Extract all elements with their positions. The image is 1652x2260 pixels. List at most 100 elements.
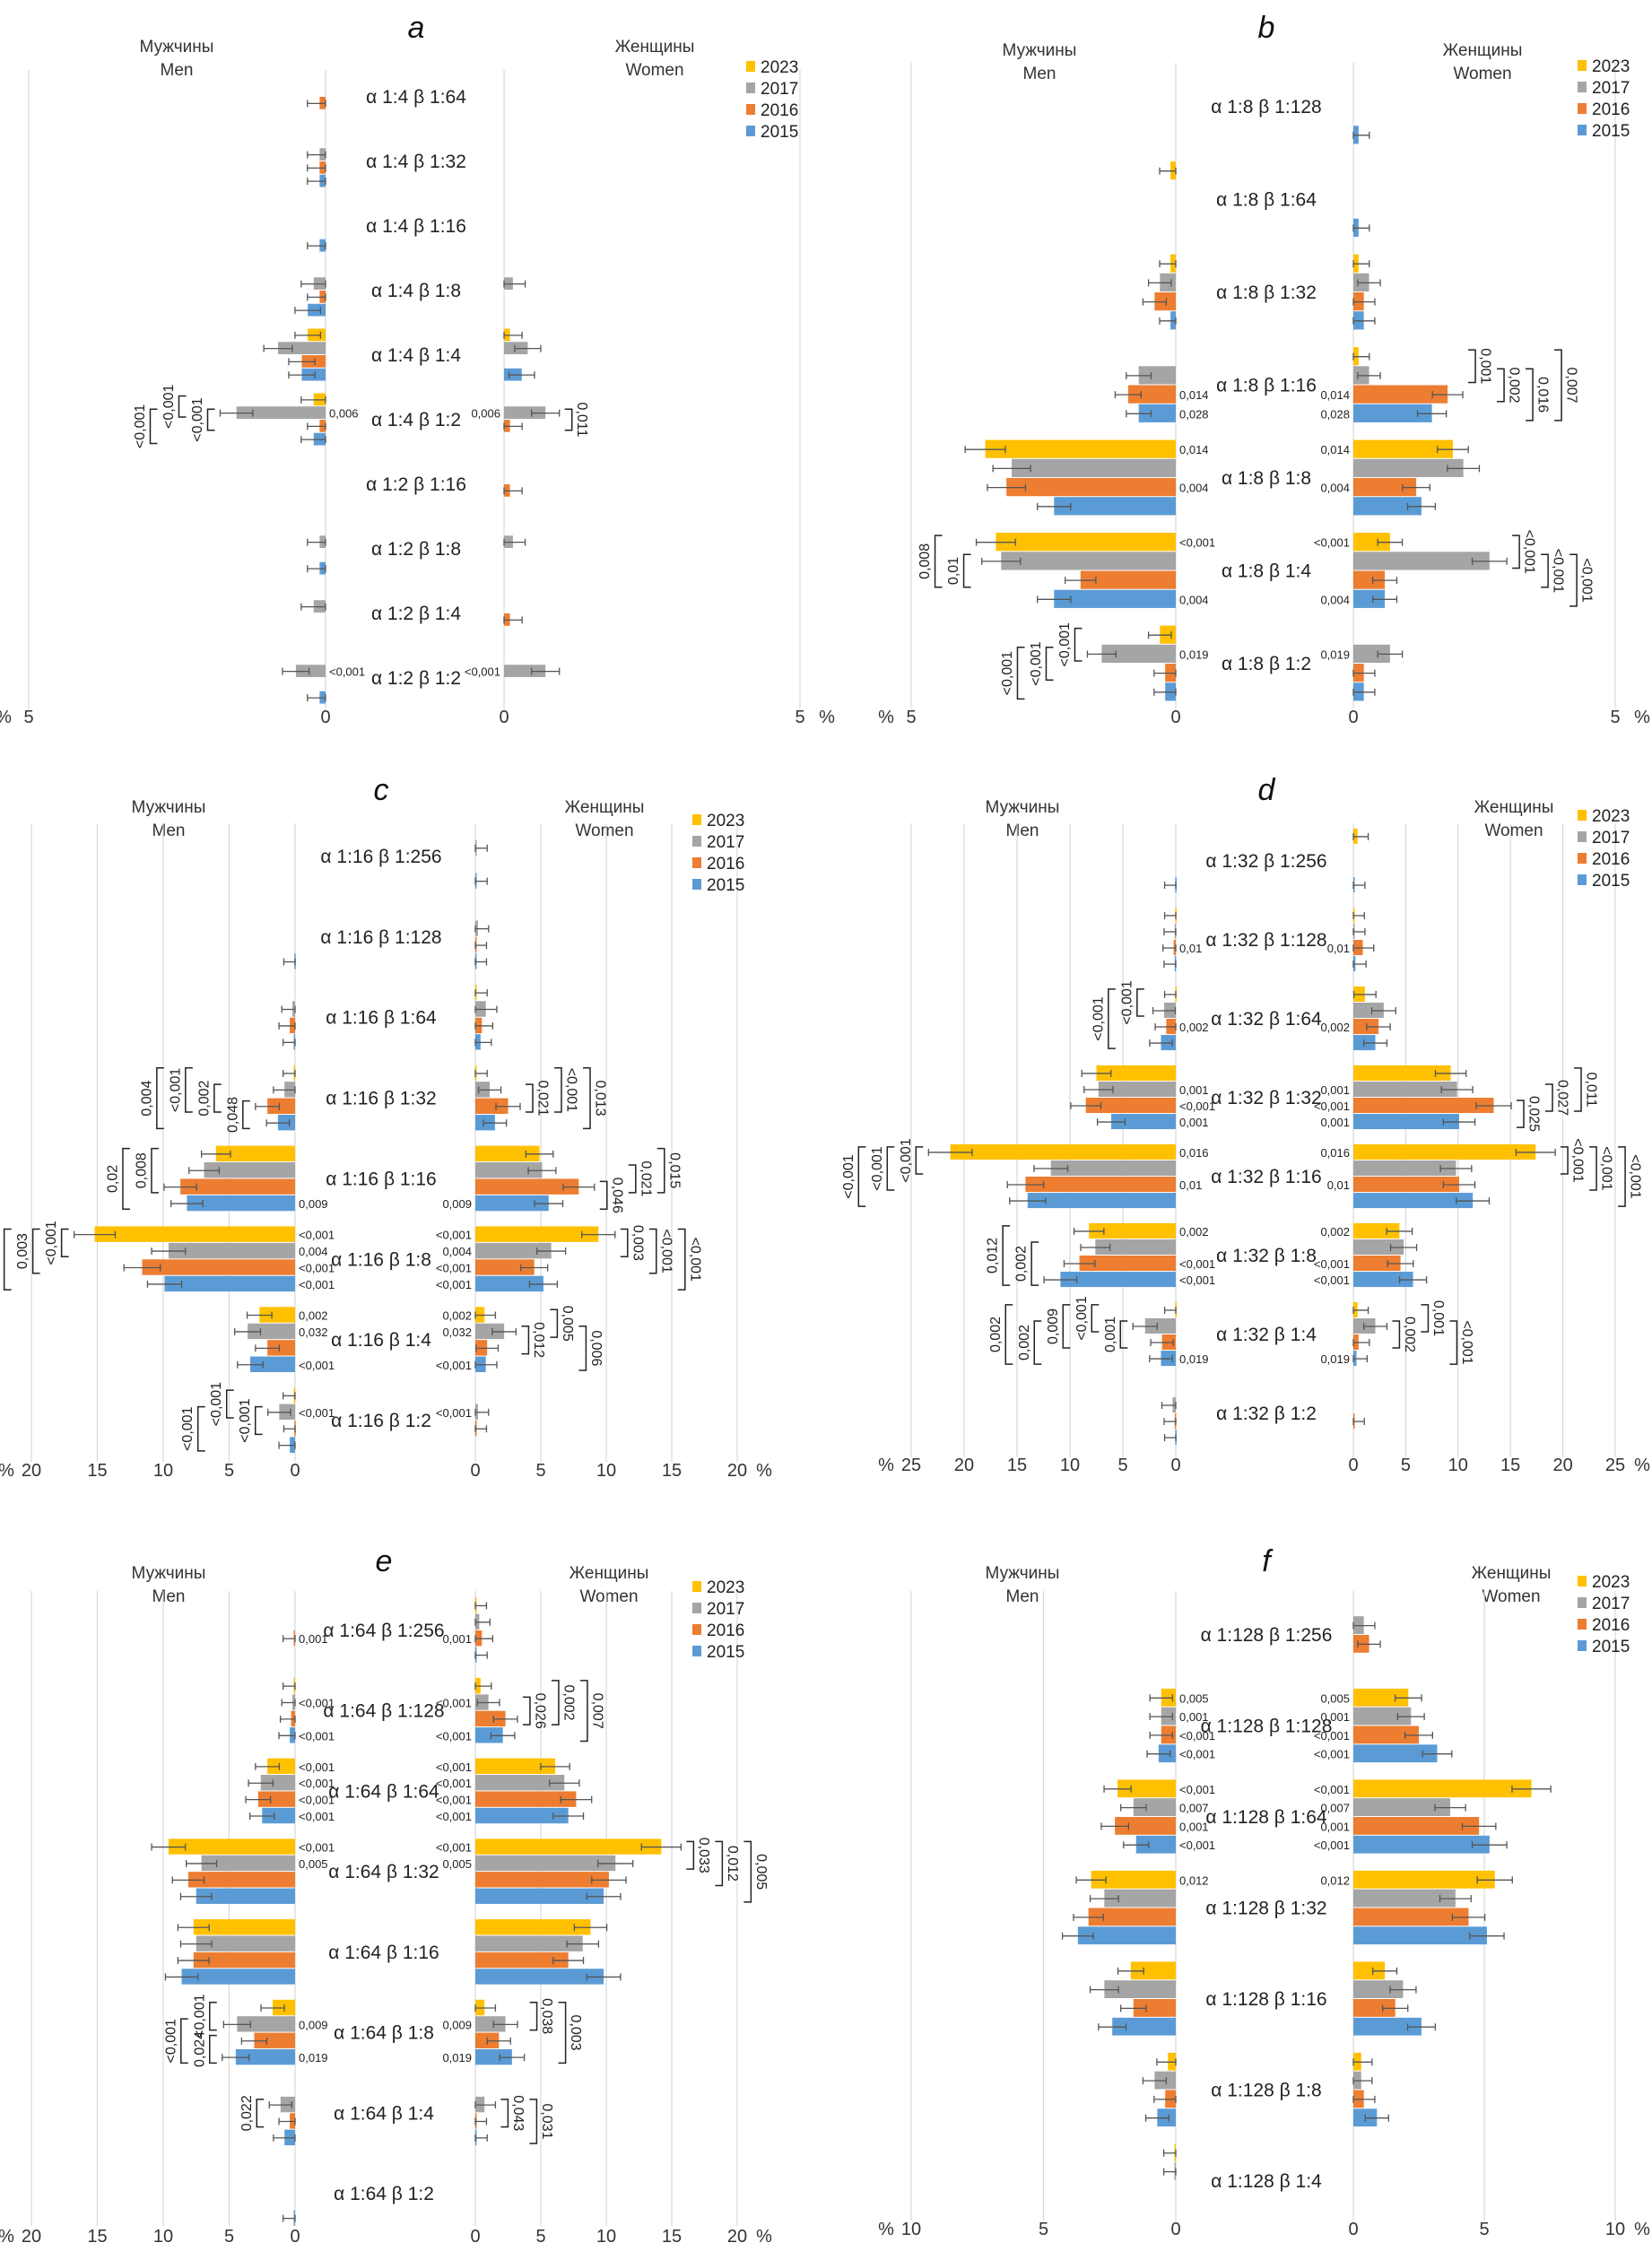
men-tick-label: 0: [1170, 1456, 1180, 1475]
men-title: Мужчины: [132, 1564, 206, 1583]
legend-label-2015: 2015: [1592, 122, 1630, 141]
category-label: α 1:4 β 1:64: [366, 87, 466, 108]
men-p-value: 0,004: [299, 1245, 328, 1258]
women-bar-2023: [475, 1919, 591, 1935]
women-significance-bracket: [648, 1228, 657, 1274]
legend-label-2016: 2016: [1592, 850, 1630, 869]
women-p-value: <0,001: [436, 1810, 472, 1823]
men-bracket-p-value: 0,008: [134, 1152, 149, 1188]
women-bracket-p-value: 0,015: [666, 1152, 682, 1188]
category-group: α 1:64 β 1:16: [164, 1919, 622, 1985]
legend-label-2023: 2023: [1592, 57, 1630, 76]
women-bar-2015: [475, 2048, 512, 2065]
men-bar-2016: [1133, 1999, 1176, 2017]
women-bar-2016: [475, 1710, 506, 1727]
women-bar-2016: [475, 1259, 535, 1275]
men-significance-bracket: [962, 553, 971, 588]
men-bar-2017: [1050, 1160, 1176, 1176]
men-tick-label: 25: [901, 1456, 921, 1475]
men-p-value: <0,001: [1179, 1838, 1215, 1852]
women-tick-label: 0: [470, 1461, 480, 1481]
men-bracket-p-value: <0,001: [1029, 641, 1044, 685]
women-bar-2017: [475, 2016, 506, 2032]
men-bar-2017: [236, 406, 326, 419]
men-bar-2015: [262, 1807, 295, 1824]
category-label: α 1:8 β 1:4: [1222, 561, 1311, 582]
men-tick-label: 5: [224, 2227, 234, 2247]
women-tick-label: 25: [1605, 1456, 1625, 1475]
women-bracket-p-value: 0,033: [696, 1838, 711, 1873]
panel-letter: c: [374, 773, 389, 807]
men-significance-bracket: [149, 408, 158, 445]
men-p-value: 0,004: [1179, 593, 1209, 606]
men-p-value: <0,001: [299, 1777, 335, 1790]
category-group: α 1:8 β 1:160,0140,0280,0140,0280,0010,0…: [1114, 347, 1579, 422]
men-tick-label: 10: [1060, 1456, 1080, 1475]
category-label: α 1:32 β 1:128: [1205, 930, 1326, 951]
category-label: α 1:16 β 1:64: [326, 1008, 437, 1029]
women-bracket-p-value: 0,001: [1430, 1300, 1446, 1336]
women-significance-bracket: [1392, 1320, 1401, 1349]
legend-label-2023: 2023: [761, 58, 798, 77]
women-bar-2017: [504, 665, 546, 677]
men-p-value: <0,001: [299, 1841, 335, 1855]
men-p-value: <0,001: [299, 1406, 335, 1420]
men-significance-bracket: [60, 1228, 69, 1258]
legend-label-2017: 2017: [1592, 829, 1630, 848]
legend-swatch-2016: [692, 1624, 701, 1635]
women-bracket-p-value: <0,001: [1551, 549, 1566, 593]
men-p-value: 0,005: [299, 1857, 328, 1871]
men-bar-2017: [1098, 1081, 1176, 1097]
category-group: α 1:16 β 1:128: [283, 920, 490, 969]
category-label: α 1:64 β 1:32: [328, 1862, 439, 1882]
category-group: α 1:8 β 1:4<0,0010,0040,010,008<0,0010,0…: [917, 530, 1595, 608]
category-label: α 1:8 β 1:64: [1216, 190, 1317, 211]
men-bar-2017: [168, 1242, 295, 1259]
women-p-value: 0,001: [1320, 1116, 1350, 1129]
women-bar-2016: [1353, 1256, 1401, 1272]
category-group: α 1:2 β 1:8: [307, 535, 526, 575]
men-bracket-p-value: 0,001: [1103, 1317, 1118, 1352]
category-group: α 1:16 β 1:256: [320, 839, 488, 889]
women-bar-2017: [1353, 644, 1390, 663]
category-group: α 1:4 β 1:4: [263, 328, 542, 381]
legend-swatch-2023: [1578, 1576, 1587, 1586]
category-label: α 1:2 β 1:4: [371, 604, 461, 624]
men-bracket-p-value: <0,001: [1119, 980, 1135, 1024]
women-bar-2023: [1353, 439, 1453, 458]
men-bar-2015: [1138, 404, 1176, 422]
category-label: α 1:64 β 1:64: [328, 1781, 439, 1802]
women-significance-bracket: [578, 1325, 587, 1371]
women-p-value: 0,012: [1320, 1873, 1350, 1887]
women-significance-bracket: [1569, 553, 1578, 607]
legend-swatch-2023: [1578, 810, 1587, 821]
category-group: α 1:32 β 1:160,0160,01<0,001<0,001<0,001…: [841, 1138, 1643, 1209]
men-p-value: <0,001: [299, 1229, 335, 1242]
women-bracket-p-value: 0,007: [589, 1693, 604, 1729]
men-bar-2023: [996, 533, 1176, 552]
men-bracket-p-value: <0,001: [841, 1154, 856, 1198]
men-p-value: 0,01: [1179, 1178, 1202, 1192]
legend-swatch-2015: [1578, 1640, 1587, 1651]
men-p-value: 0,014: [1179, 443, 1209, 456]
men-significance-bracket: [242, 1100, 250, 1130]
women-tick-label: 5: [535, 2227, 545, 2247]
women-bar-2016: [475, 1178, 579, 1195]
category-label: α 1:16 β 1:32: [326, 1089, 436, 1109]
women-tick-label: 20: [727, 2227, 747, 2247]
men-bracket-p-value: <0,001: [899, 1138, 914, 1182]
women-p-value: 0,019: [1320, 1352, 1350, 1366]
men-subtitle: Men: [152, 1587, 186, 1606]
women-unit-label: %: [756, 2227, 772, 2247]
women-subtitle: Women: [625, 61, 683, 80]
legend-label-2015: 2015: [707, 876, 744, 895]
men-significance-bracket: [122, 1147, 130, 1211]
men-bar-2017: [295, 665, 326, 677]
women-significance-bracket: [583, 1066, 591, 1130]
men-tick-label: 15: [1007, 1456, 1027, 1475]
women-title: Женщины: [615, 38, 695, 56]
men-bar-2016: [1115, 1817, 1176, 1835]
women-bar-2017: [1353, 458, 1464, 477]
category-label: α 1:32 β 1:64: [1211, 1009, 1322, 1030]
men-title: Мужчины: [986, 1564, 1060, 1583]
